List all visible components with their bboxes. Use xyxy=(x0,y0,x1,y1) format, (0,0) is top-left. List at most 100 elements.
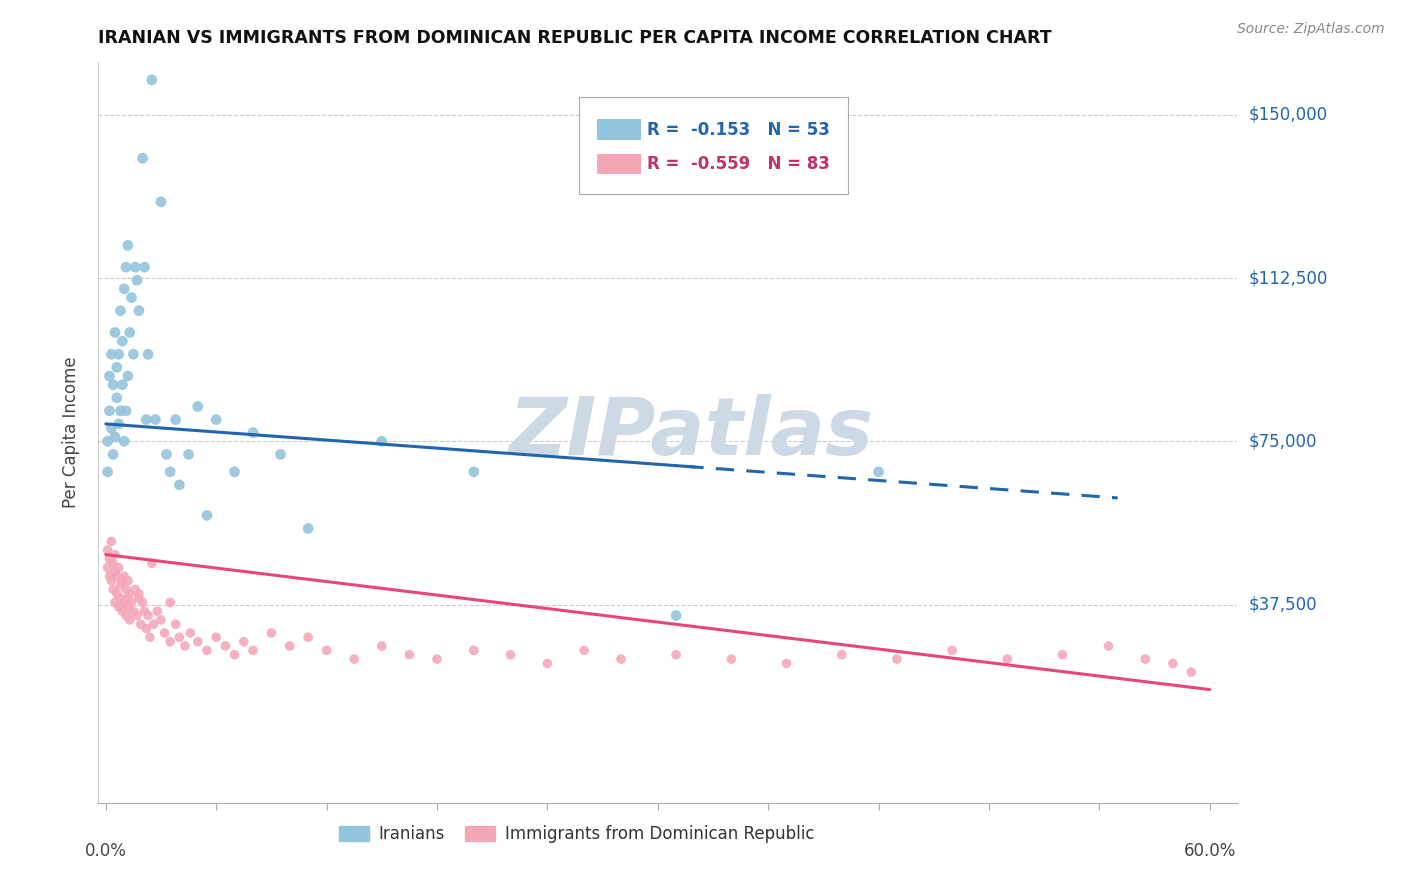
Point xyxy=(112,595,135,609)
Point xyxy=(97,465,120,479)
Point xyxy=(463,465,485,479)
Point xyxy=(121,291,143,305)
Point xyxy=(187,400,209,414)
Point xyxy=(110,404,132,418)
FancyBboxPatch shape xyxy=(598,153,641,174)
Point xyxy=(105,587,128,601)
Point xyxy=(100,421,122,435)
Point xyxy=(121,595,143,609)
Point xyxy=(135,412,157,426)
Point xyxy=(98,369,121,384)
Point xyxy=(179,626,201,640)
Text: $75,000: $75,000 xyxy=(1249,433,1317,450)
Point xyxy=(100,574,122,588)
Point xyxy=(115,404,138,418)
Point xyxy=(297,630,319,644)
Point xyxy=(463,643,485,657)
Point xyxy=(1135,652,1157,666)
Point xyxy=(117,591,139,606)
Point xyxy=(115,582,138,597)
Point xyxy=(104,595,127,609)
Point xyxy=(97,560,120,574)
Point xyxy=(117,238,139,252)
Point xyxy=(105,360,128,375)
Point xyxy=(125,608,148,623)
Point xyxy=(117,574,139,588)
FancyBboxPatch shape xyxy=(598,120,641,140)
Point xyxy=(665,608,688,623)
Point xyxy=(129,617,152,632)
Point xyxy=(242,643,264,657)
Text: R =  -0.559   N = 83: R = -0.559 N = 83 xyxy=(647,155,830,173)
Point xyxy=(142,617,165,632)
Point xyxy=(610,652,633,666)
Point xyxy=(572,643,595,657)
Point xyxy=(101,377,124,392)
Point xyxy=(242,425,264,440)
Point xyxy=(117,599,139,614)
Point xyxy=(131,151,153,165)
Point xyxy=(1097,639,1119,653)
Point xyxy=(111,377,134,392)
Point xyxy=(165,617,187,632)
Point xyxy=(499,648,522,662)
Point xyxy=(205,630,228,644)
Text: $150,000: $150,000 xyxy=(1249,105,1327,124)
Point xyxy=(124,260,146,274)
Point xyxy=(195,508,218,523)
Point xyxy=(224,465,246,479)
Point xyxy=(97,434,120,449)
Point xyxy=(174,639,197,653)
Point xyxy=(775,657,797,671)
Y-axis label: Per Capita Income: Per Capita Income xyxy=(62,357,80,508)
Point xyxy=(169,630,191,644)
Point xyxy=(260,626,283,640)
Point xyxy=(270,447,292,461)
Point xyxy=(1161,657,1184,671)
Text: Source: ZipAtlas.com: Source: ZipAtlas.com xyxy=(1237,22,1385,37)
Point xyxy=(111,574,134,588)
Point xyxy=(995,652,1018,666)
Legend: Iranians, Immigrants from Dominican Republic: Iranians, Immigrants from Dominican Repu… xyxy=(332,819,821,850)
Point xyxy=(159,595,181,609)
Point xyxy=(100,347,122,361)
Point xyxy=(149,613,172,627)
Point xyxy=(110,578,132,592)
Point xyxy=(131,595,153,609)
Point xyxy=(214,639,236,653)
Point xyxy=(224,648,246,662)
Point xyxy=(107,560,129,574)
Point xyxy=(1180,665,1202,680)
Point xyxy=(104,430,127,444)
Point xyxy=(107,599,129,614)
Text: $112,500: $112,500 xyxy=(1249,269,1327,287)
Point xyxy=(97,543,120,558)
Point xyxy=(135,622,157,636)
Point xyxy=(136,347,159,361)
Point xyxy=(831,648,853,662)
Point xyxy=(398,648,420,662)
Point xyxy=(118,326,141,340)
Point xyxy=(118,613,141,627)
Point xyxy=(101,447,124,461)
Text: 0.0%: 0.0% xyxy=(84,842,127,860)
Point xyxy=(159,634,181,648)
Text: IRANIAN VS IMMIGRANTS FROM DOMINICAN REPUBLIC PER CAPITA INCOME CORRELATION CHAR: IRANIAN VS IMMIGRANTS FROM DOMINICAN REP… xyxy=(98,29,1052,47)
Point xyxy=(278,639,301,653)
Point xyxy=(665,648,688,662)
Point xyxy=(118,587,141,601)
Point xyxy=(112,434,135,449)
Point xyxy=(107,347,129,361)
Point xyxy=(941,643,963,657)
Point xyxy=(139,630,162,644)
Point xyxy=(141,556,163,570)
Point xyxy=(101,556,124,570)
Point xyxy=(134,604,156,618)
Point xyxy=(110,303,132,318)
Text: $37,500: $37,500 xyxy=(1249,596,1317,614)
Point xyxy=(104,548,127,562)
Point xyxy=(104,565,127,579)
Point xyxy=(1052,648,1074,662)
Point xyxy=(153,626,176,640)
Text: R =  -0.153   N = 53: R = -0.153 N = 53 xyxy=(647,120,830,139)
